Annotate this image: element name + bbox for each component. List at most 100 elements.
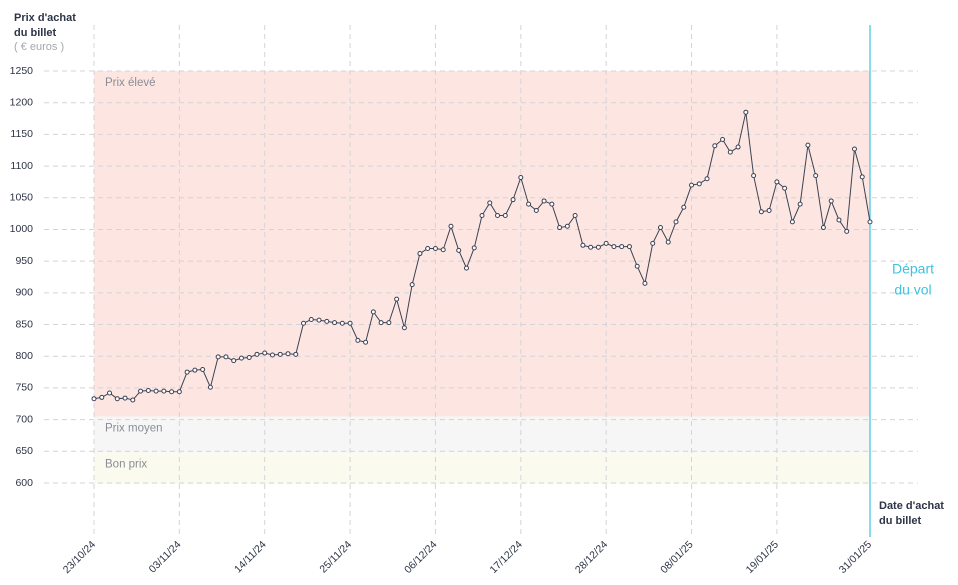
price-point (689, 182, 695, 188)
price-point (401, 325, 407, 331)
x-tick-label: 14/11/24 (232, 538, 269, 575)
price-point (782, 185, 788, 191)
price-point (463, 265, 469, 271)
price-point (301, 320, 307, 326)
price-point (626, 244, 632, 250)
price-point (417, 251, 423, 257)
price-point (308, 316, 314, 322)
price-point (533, 207, 539, 213)
price-point (611, 244, 617, 250)
price-point (518, 174, 524, 180)
price-point (91, 396, 97, 402)
price-point (363, 339, 369, 345)
price-point (758, 209, 764, 215)
price-point (339, 320, 345, 326)
y-tick-label: 1100 (10, 160, 33, 172)
price-point (595, 244, 601, 250)
price-point (440, 247, 446, 253)
price-point (564, 223, 570, 229)
price-point (797, 201, 803, 207)
price-point (122, 395, 128, 401)
price-point (727, 149, 733, 155)
y-tick-label: 1250 (10, 65, 34, 77)
price-point (572, 213, 578, 219)
price-point (432, 245, 438, 251)
price-point (603, 240, 609, 246)
y-tick-label: 900 (15, 287, 33, 299)
price-point (176, 389, 182, 395)
price-point (223, 354, 229, 360)
price-point (751, 173, 757, 179)
price-point (634, 263, 640, 269)
price-point (153, 388, 159, 394)
y-tick-label: 950 (15, 255, 33, 267)
price-band (94, 452, 870, 485)
x-tick-label: 31/01/25 (837, 538, 874, 575)
price-band (94, 71, 870, 417)
plot (91, 25, 873, 537)
price-band (94, 416, 870, 453)
price-point (456, 247, 462, 253)
price-point (215, 354, 221, 360)
price-point (844, 228, 850, 234)
y-tick-label: 800 (15, 350, 33, 362)
price-point (254, 351, 260, 357)
price-point (316, 317, 322, 323)
x-tick-label: 17/12/24 (487, 538, 524, 575)
price-point (526, 201, 532, 207)
price-point (619, 244, 625, 250)
price-point (409, 282, 415, 288)
price-point (184, 369, 190, 375)
x-tick-label: 03/11/24 (147, 538, 184, 575)
price-point (130, 397, 136, 403)
y-tick-label: 1000 (10, 223, 34, 235)
y-tick-label: 1200 (10, 96, 34, 108)
price-point (673, 219, 679, 225)
x-tick-label: 25/11/24 (317, 538, 354, 575)
x-axis-title: du billet (879, 515, 922, 527)
price-point (277, 351, 283, 357)
price-point (145, 387, 151, 393)
price-point (324, 318, 330, 324)
price-point (665, 239, 671, 245)
price-point (262, 350, 268, 356)
price-point (657, 225, 663, 231)
x-tick-label: 23/10/24 (61, 538, 98, 575)
y-tick-label: 650 (15, 445, 33, 457)
price-point (813, 173, 819, 179)
price-point (502, 213, 508, 219)
price-point (231, 358, 237, 364)
y-tick-label: 850 (15, 318, 33, 330)
price-point (549, 201, 555, 207)
price-point (370, 309, 376, 315)
price-point (138, 388, 144, 394)
price-point (510, 197, 516, 203)
departure-label: du vol (894, 282, 931, 298)
x-tick-label: 06/12/24 (402, 538, 439, 575)
price-point (114, 396, 120, 402)
departure-label: Départ (892, 261, 934, 277)
price-point (207, 384, 213, 390)
price-point (588, 244, 594, 250)
price-point (789, 219, 795, 225)
bands (94, 71, 870, 485)
price-point (192, 367, 198, 373)
y-tick-label: 750 (15, 382, 33, 394)
price-point (650, 240, 656, 246)
price-point (681, 204, 687, 210)
price-point (378, 320, 384, 326)
price-point (479, 213, 485, 219)
price-point (293, 351, 299, 357)
price-point (859, 174, 865, 180)
price-point (347, 320, 353, 326)
price-point (805, 142, 811, 148)
y-axis-title: Prix d'achat (14, 12, 76, 24)
band-label: Prix moyen (105, 422, 163, 434)
price-point (766, 207, 772, 213)
price-point (743, 109, 749, 115)
price-point (828, 198, 834, 204)
price-point (704, 176, 710, 182)
y-axis-unit: ( € euros ) (14, 41, 64, 53)
price-point (394, 296, 400, 302)
